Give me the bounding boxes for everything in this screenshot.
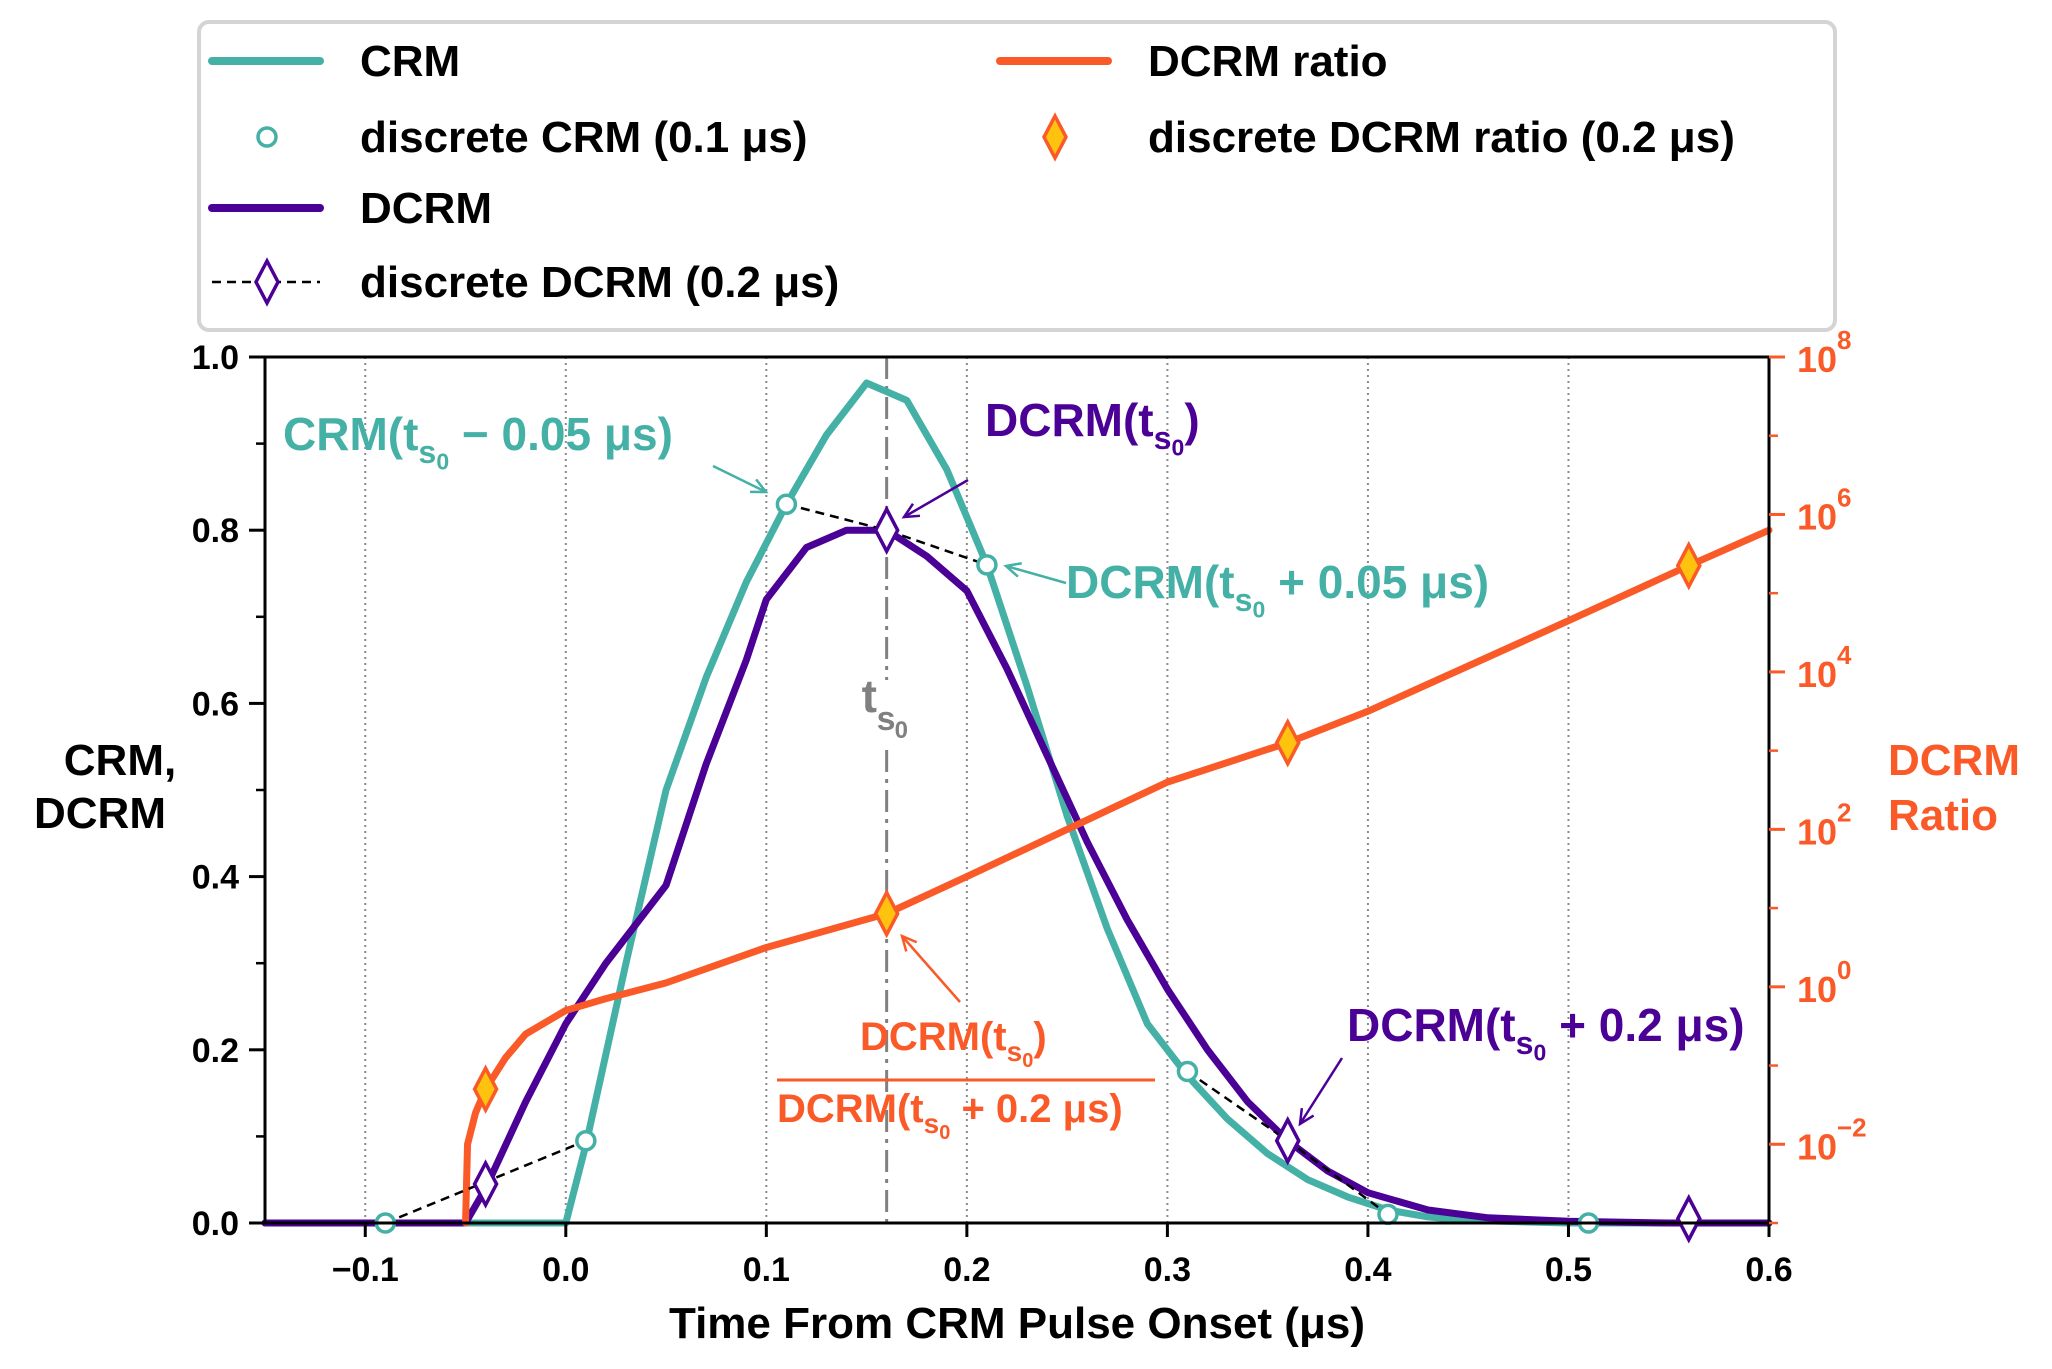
annotation-crm-minus-arrow — [712, 464, 767, 494]
annotations: t s 0 CRM(ts0 − 0.05 μs) DCRM(ts0) DCRM(ts0 +… — [283, 394, 1745, 1144]
discrete-dcrm-point — [1675, 1193, 1702, 1244]
y-tick-label-right-exponent: −2 — [1837, 1112, 1867, 1142]
discrete-dcrm-ratio-point — [873, 888, 900, 939]
x-axis-label: Time From CRM Pulse Onset (μs) — [669, 1299, 1365, 1348]
discrete-dcrm-point — [1274, 1115, 1301, 1166]
discrete-dcrm-ratio-point — [1675, 540, 1702, 591]
annotation-dcrm-ts0-arrow-head — [901, 503, 921, 519]
annotation-ratio-numerator: DCRM(ts0) — [860, 1015, 1047, 1072]
annotation-dcrm-ts0: DCRM(ts0) — [985, 394, 1200, 460]
annotation-crm-minus-0-05: CRM(ts0 − 0.05 μs) — [283, 408, 673, 474]
y-tick-label-right-base: 10 — [1797, 1126, 1837, 1167]
legend-label: discrete DCRM (0.2 μs) — [360, 258, 839, 307]
y-axis-label-right-line1: DCRM — [1888, 736, 2020, 785]
y-tick-label-right-base: 10 — [1797, 811, 1837, 852]
grid-lines — [364, 357, 1570, 1223]
y-tick-label-right-base: 10 — [1797, 654, 1837, 695]
legend-open-diamond-icon — [254, 257, 280, 307]
y-tick-label-left: 0.4 — [192, 859, 239, 897]
discrete-dcrm-point — [873, 505, 900, 555]
y-tick-label-right-base: 10 — [1797, 969, 1837, 1010]
annotation-dcrm-plus-0-2-arrow-head — [1298, 1107, 1315, 1127]
x-tick-label: 0.0 — [542, 1251, 589, 1289]
ts0-label: t — [862, 670, 877, 722]
y-axis-label-left-line2: DCRM — [34, 789, 166, 838]
y-tick-label-right-exponent: 8 — [1837, 325, 1851, 355]
dashed-connector — [786, 503, 988, 567]
legend-label: DCRM ratio — [1148, 37, 1388, 86]
y-tick-label-right-exponent: 2 — [1837, 797, 1851, 827]
y-tick-label-right-exponent: 0 — [1837, 955, 1851, 985]
annotation-ratio-denominator: DCRM(ts0 + 0.2 μs) — [777, 1087, 1123, 1144]
y-tick-label-left: 0.6 — [192, 685, 239, 723]
legend-label: DCRM — [360, 184, 492, 233]
discrete-crm-point — [1377, 1203, 1399, 1226]
annotation-dcrm-plus-0-05-arrow — [1005, 564, 1067, 585]
annotation-ratio-arrow-head — [900, 933, 918, 952]
annotation-dcrm-plus-0-05-arrow-head — [1003, 562, 1022, 578]
legend-open-circle-icon — [256, 126, 278, 148]
discrete-crm-point — [775, 493, 798, 515]
y-tick-label-left: 0.0 — [192, 1205, 239, 1243]
y-axis-label-right-line2: Ratio — [1888, 791, 1998, 840]
y-tick-label-left: 0.8 — [192, 512, 239, 550]
discrete-crm-point — [976, 554, 998, 576]
legend-label: CRM — [360, 37, 460, 86]
discrete-dcrm-point — [472, 1159, 499, 1209]
annotation-dcrm-plus-0-2: DCRM(ts0 + 0.2 μs) — [1347, 999, 1745, 1065]
series-dcrm-line — [261, 526, 1773, 1227]
annotation-dcrm-ts0-arrow — [903, 478, 969, 519]
y-tick-label-left: 0.2 — [192, 1032, 239, 1070]
legend-label: discrete CRM (0.1 μs) — [360, 113, 808, 162]
legend: CRM discrete CRM (0.1 μs) DCRM discrete DCR… — [197, 20, 1837, 332]
y-tick-label-right-exponent: 6 — [1837, 482, 1851, 512]
legend-label: discrete DCRM ratio (0.2 μs) — [1148, 113, 1735, 162]
annotation-dcrm-plus-0-05: DCRM(ts0 + 0.05 μs) — [1066, 556, 1489, 622]
annotation-ratio-arrow — [901, 935, 961, 1003]
x-tick-label: 0.1 — [743, 1251, 790, 1289]
x-tick-label: 0.2 — [943, 1251, 990, 1289]
markers-layer — [374, 493, 1702, 1244]
legend-frame — [197, 20, 1837, 332]
ts0-subsubscript: 0 — [895, 717, 908, 744]
x-tick-label: 0.4 — [1344, 1251, 1391, 1289]
x-tick-label: 0.5 — [1545, 1251, 1592, 1289]
x-tick-label: 0.6 — [1745, 1251, 1792, 1289]
discrete-crm-point — [1176, 1060, 1199, 1083]
x-tick-label: 0.3 — [1144, 1251, 1191, 1289]
annotation-crm-minus-arrow-head — [749, 478, 769, 494]
x-tick-label: −0.1 — [332, 1251, 399, 1289]
discrete-crm-point — [575, 1129, 597, 1152]
y-tick-label-right-base: 10 — [1797, 496, 1837, 537]
discrete-dcrm-ratio-point — [472, 1064, 499, 1114]
y-tick-label-right-base: 10 — [1797, 339, 1837, 380]
annotation-dcrm-plus-0-2-arrow — [1298, 1057, 1344, 1125]
legend-filled-diamond-icon — [1042, 112, 1068, 162]
axes: −0.1 0.0 0.1 0.2 0.3 0.4 0.5 0.6 0.0 0.2 0.4 0.6 0.8… — [192, 325, 1867, 1289]
y-axis-label-left-line1: CRM, — [64, 736, 176, 785]
ts0-subscript: s — [877, 700, 896, 738]
y-tick-label-right-exponent: 4 — [1837, 640, 1852, 670]
y-tick-label-left: 1.0 — [192, 339, 239, 377]
discrete-dcrm-ratio-point — [1274, 717, 1301, 768]
